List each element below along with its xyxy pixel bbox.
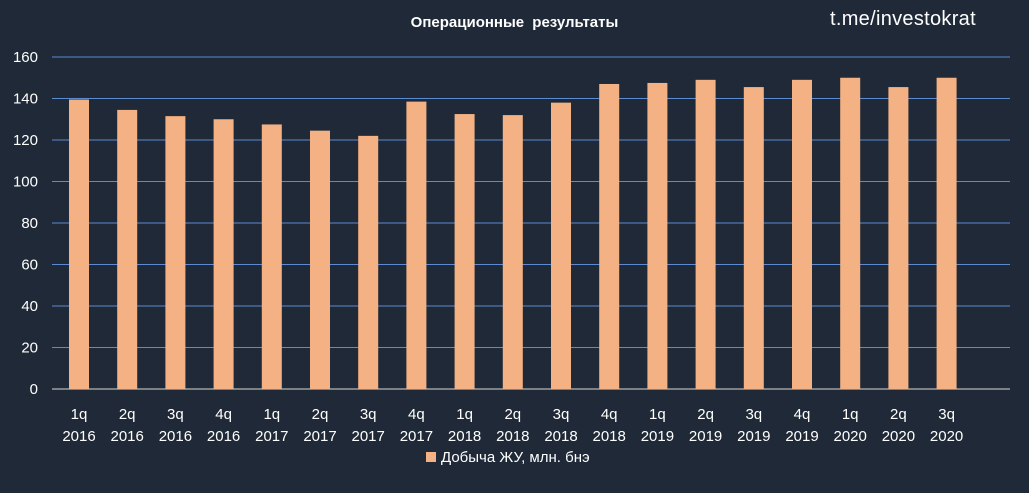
bar bbox=[599, 83, 620, 389]
y-tick-label: 60 bbox=[21, 257, 38, 274]
y-tick-label: 0 bbox=[30, 381, 38, 398]
x-tick-label-year: 2017 bbox=[255, 428, 288, 445]
legend: Добыча ЖУ, млн. бнэ bbox=[426, 449, 590, 466]
x-tick-label-year: 2019 bbox=[785, 428, 818, 445]
x-tick-label-quarter: 4q bbox=[408, 406, 425, 423]
x-tick-label-quarter: 3q bbox=[553, 406, 570, 423]
bar bbox=[69, 99, 89, 389]
x-tick-label-quarter: 3q bbox=[360, 406, 377, 423]
x-tick-label-year: 2017 bbox=[400, 428, 433, 445]
x-tick-label-quarter: 2q bbox=[312, 406, 329, 423]
y-tick-label: 100 bbox=[13, 174, 38, 191]
y-tick-label: 140 bbox=[13, 91, 38, 108]
legend-swatch bbox=[426, 452, 436, 462]
x-tick-label-quarter: 2q bbox=[890, 406, 907, 423]
x-tick-label-year: 2018 bbox=[448, 428, 481, 445]
x-tick-label-year: 2018 bbox=[544, 428, 577, 445]
x-tick-label-year: 2017 bbox=[352, 428, 385, 445]
bar bbox=[454, 114, 475, 389]
bar bbox=[936, 77, 957, 389]
x-tick-label-quarter: 2q bbox=[119, 406, 136, 423]
bar bbox=[213, 119, 234, 389]
x-tick-label-year: 2016 bbox=[159, 428, 192, 445]
bar bbox=[310, 130, 330, 389]
y-tick-label: 120 bbox=[13, 132, 38, 149]
bar bbox=[117, 109, 138, 389]
x-tick-label-year: 2019 bbox=[641, 428, 674, 445]
x-tick-label-year: 2019 bbox=[737, 428, 770, 445]
x-tick-label-quarter: 3q bbox=[745, 406, 762, 423]
x-tick-label-quarter: 2q bbox=[504, 406, 521, 423]
x-tick-label-year: 2016 bbox=[111, 428, 144, 445]
x-tick-label-year: 2016 bbox=[207, 428, 240, 445]
bar bbox=[358, 135, 379, 389]
y-tick-label: 80 bbox=[21, 215, 38, 232]
bar bbox=[165, 116, 186, 389]
bar bbox=[551, 102, 571, 390]
bar bbox=[502, 115, 523, 389]
x-tick-label-quarter: 1q bbox=[456, 406, 473, 423]
x-tick-label-year: 2019 bbox=[689, 428, 722, 445]
x-tick-label-quarter: 1q bbox=[649, 406, 666, 423]
bar bbox=[743, 87, 764, 390]
bar bbox=[840, 77, 861, 389]
x-tick-label-quarter: 1q bbox=[263, 406, 280, 423]
x-tick-label-quarter: 1q bbox=[842, 406, 859, 423]
x-tick-label-quarter: 4q bbox=[601, 406, 618, 423]
x-tick-label-year: 2018 bbox=[496, 428, 529, 445]
bar bbox=[792, 79, 812, 389]
bar bbox=[888, 87, 909, 390]
x-tick-label-quarter: 1q bbox=[71, 406, 88, 423]
chart-title: Операционные результаты bbox=[410, 14, 619, 31]
x-tick-label-year: 2020 bbox=[834, 428, 867, 445]
legend-label: Добыча ЖУ, млн. бнэ bbox=[441, 449, 590, 466]
x-tick-label-year: 2020 bbox=[882, 428, 915, 445]
x-tick-label-quarter: 3q bbox=[167, 406, 184, 423]
x-tick-label-year: 2017 bbox=[303, 428, 336, 445]
x-tick-label-year: 2020 bbox=[930, 428, 963, 445]
y-tick-label: 40 bbox=[21, 298, 38, 315]
x-tick-label-quarter: 2q bbox=[697, 406, 714, 423]
x-tick-label-year: 2016 bbox=[62, 428, 95, 445]
bar bbox=[695, 79, 716, 389]
x-tick-label-year: 2018 bbox=[593, 428, 626, 445]
y-tick-label: 20 bbox=[21, 340, 38, 357]
watermark-text: t.me/investokrat bbox=[830, 8, 976, 30]
x-tick-label-quarter: 3q bbox=[938, 406, 955, 423]
y-tick-label: 160 bbox=[13, 49, 38, 66]
x-tick-label-quarter: 4q bbox=[215, 406, 232, 423]
bar bbox=[647, 82, 668, 389]
x-tick-label-quarter: 4q bbox=[794, 406, 811, 423]
bar bbox=[261, 124, 282, 389]
bar bbox=[406, 101, 427, 390]
